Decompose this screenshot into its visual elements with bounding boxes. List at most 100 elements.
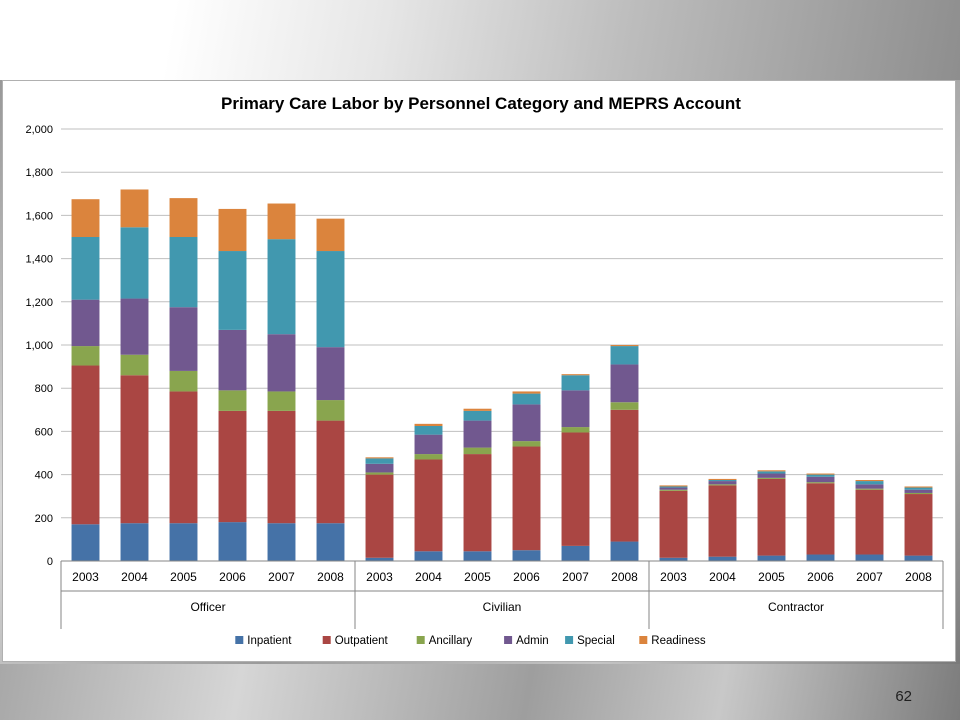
x-tick-label: 2006 bbox=[219, 570, 246, 584]
bar-segment-ancillary bbox=[708, 484, 737, 486]
bar-segment-readiness bbox=[512, 391, 541, 394]
bar-segment-readiness bbox=[71, 199, 100, 237]
bar-segment-special bbox=[169, 237, 198, 308]
bar-segment-readiness bbox=[414, 423, 443, 426]
bar-segment-outpatient bbox=[365, 474, 394, 558]
y-tick-label: 0 bbox=[47, 556, 53, 568]
stacked-bar-chart: Primary Care Labor by Personnel Category… bbox=[25, 94, 944, 647]
bar-segment-special bbox=[71, 237, 100, 300]
legend: Inpatient Outpatient Ancillary Admin Special… bbox=[235, 635, 706, 647]
bar-segment-special bbox=[610, 346, 639, 365]
legend-label: Outpatient bbox=[335, 635, 389, 647]
bar-segment-inpatient bbox=[561, 545, 590, 561]
legend-swatch-special bbox=[565, 636, 574, 644]
bar-segment-admin bbox=[904, 489, 933, 493]
bar-segment-inpatient bbox=[414, 551, 443, 561]
bar-segment-admin bbox=[267, 334, 296, 392]
bar-segment-outpatient bbox=[659, 490, 688, 558]
bar-segment-special bbox=[365, 458, 394, 464]
bar-segment-ancillary bbox=[316, 400, 345, 421]
x-tick-label: 2005 bbox=[758, 570, 785, 584]
bar-segment-outpatient bbox=[806, 483, 835, 555]
legend-swatch-readiness bbox=[639, 636, 648, 644]
y-tick-label: 600 bbox=[35, 426, 53, 438]
legend-label: Admin bbox=[516, 635, 549, 647]
bar-segment-admin bbox=[757, 473, 786, 478]
bar-segment-ancillary bbox=[512, 441, 541, 447]
bar-segment-ancillary bbox=[659, 489, 688, 491]
bar-segment-admin bbox=[71, 299, 100, 347]
bar-segment-admin bbox=[316, 347, 345, 401]
legend-label: Ancillary bbox=[429, 635, 473, 647]
x-tick-label: 2005 bbox=[170, 570, 197, 584]
bar-segment-admin bbox=[855, 484, 884, 489]
bar-segment-special bbox=[218, 251, 247, 330]
page-number: 62 bbox=[895, 688, 912, 705]
x-group-label: Contractor bbox=[768, 600, 824, 614]
bar-segment-readiness bbox=[757, 470, 786, 472]
legend-swatch-outpatient bbox=[322, 636, 331, 644]
legend-label: Special bbox=[577, 635, 615, 647]
x-tick-label: 2007 bbox=[562, 570, 589, 584]
bar-segment-ancillary bbox=[218, 390, 247, 411]
y-tick-label: 200 bbox=[35, 513, 53, 525]
bar-segment-inpatient bbox=[71, 524, 100, 561]
bar-segment-ancillary bbox=[71, 346, 100, 366]
bar-segment-readiness bbox=[855, 480, 884, 482]
bar-segment-outpatient bbox=[561, 432, 590, 546]
bar-segment-inpatient bbox=[855, 554, 884, 561]
bar-segment-inpatient bbox=[463, 551, 492, 561]
bar-segment-inpatient bbox=[757, 555, 786, 561]
bar-segment-readiness bbox=[806, 473, 835, 475]
chart-frame: Primary Care Labor by Personnel Category… bbox=[2, 80, 956, 662]
x-tick-label: 2006 bbox=[513, 570, 540, 584]
bar-segment-outpatient bbox=[855, 489, 884, 555]
bar-segment-inpatient bbox=[365, 557, 394, 561]
bar-segment-inpatient bbox=[120, 523, 149, 561]
bar-segment-readiness bbox=[169, 198, 198, 237]
bar-segment-outpatient bbox=[267, 410, 296, 524]
bar-segment-special bbox=[659, 486, 688, 488]
x-tick-label: 2004 bbox=[709, 570, 736, 584]
y-tick-label: 2,000 bbox=[25, 124, 53, 136]
x-tick-label: 2004 bbox=[415, 570, 442, 584]
bar-segment-admin bbox=[365, 463, 394, 473]
bar-segment-inpatient bbox=[610, 541, 639, 561]
bar-segment-readiness bbox=[120, 189, 149, 228]
bar-segment-ancillary bbox=[561, 427, 590, 433]
bar-segment-special bbox=[855, 481, 884, 485]
slide-bottom-band bbox=[0, 664, 960, 720]
bar-segment-admin bbox=[463, 420, 492, 448]
x-tick-label: 2003 bbox=[366, 570, 393, 584]
bar-segment-special bbox=[708, 480, 737, 482]
bar-segment-ancillary bbox=[463, 447, 492, 455]
bar-segment-readiness bbox=[267, 203, 296, 240]
x-tick-label: 2006 bbox=[807, 570, 834, 584]
bar-segment-inpatient bbox=[806, 554, 835, 561]
x-tick-label: 2003 bbox=[72, 570, 99, 584]
bar-segment-ancillary bbox=[757, 477, 786, 479]
bar-segment-special bbox=[561, 375, 590, 391]
bar-segment-ancillary bbox=[120, 354, 149, 376]
bar-segment-outpatient bbox=[414, 459, 443, 552]
bar-segment-outpatient bbox=[463, 454, 492, 552]
bar-segment-ancillary bbox=[267, 391, 296, 411]
y-tick-label: 1,200 bbox=[25, 297, 53, 309]
x-tick-label: 2008 bbox=[317, 570, 344, 584]
legend-swatch-ancillary bbox=[416, 636, 425, 644]
bar-segment-outpatient bbox=[512, 446, 541, 551]
bar-segment-outpatient bbox=[757, 478, 786, 556]
bar-segment-readiness bbox=[708, 478, 737, 480]
bar-segment-ancillary bbox=[365, 472, 394, 475]
x-tick-label: 2007 bbox=[268, 570, 295, 584]
bar-segment-special bbox=[316, 251, 345, 348]
bar-segment-readiness bbox=[610, 345, 639, 347]
bar-segment-outpatient bbox=[904, 494, 933, 556]
y-tick-label: 1,600 bbox=[25, 210, 53, 222]
bar-segment-inpatient bbox=[904, 555, 933, 561]
x-tick-label: 2008 bbox=[905, 570, 932, 584]
bar-segment-outpatient bbox=[708, 485, 737, 557]
bar-segment-inpatient bbox=[169, 523, 198, 561]
x-tick-label: 2007 bbox=[856, 570, 883, 584]
x-axis: 2003 2004 2005 2006 2007 2008 2003 2004 2005 2006… bbox=[60, 560, 944, 629]
